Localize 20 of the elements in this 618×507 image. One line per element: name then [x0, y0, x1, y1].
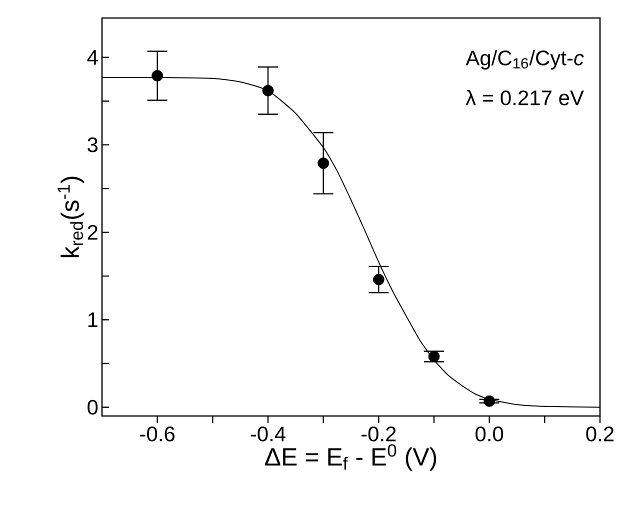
point: [318, 158, 330, 169]
y-tick-label: 4: [87, 50, 98, 65]
x-tick-label: 0.2: [586, 426, 614, 442]
x-tick-label: -0.4: [250, 426, 286, 442]
x-tick-label: 0.0: [476, 426, 504, 442]
point: [262, 84, 274, 96]
y-tick-label: 1: [88, 312, 98, 328]
y-tick-label: 2: [88, 224, 98, 240]
point: [372, 274, 384, 286]
point: [428, 350, 440, 362]
x-tick-label: -0.6: [140, 426, 175, 442]
x-axis-title: ΔE = E$_{f}$ - E$^{0}$ (V): [265, 444, 436, 471]
y-tick-label: 0: [88, 400, 98, 415]
x-tick-label: -0.2: [362, 426, 396, 442]
annotation: λ = 0.217 eV: [466, 90, 584, 106]
y-tick-label: 3: [88, 137, 98, 152]
y-axis-title: k$_{red}$(s$^{-1}$): [58, 176, 84, 258]
point: [152, 70, 164, 82]
point: [484, 395, 496, 407]
annotation: Ag/C$_{16}$/Cyt-c: [466, 50, 584, 70]
